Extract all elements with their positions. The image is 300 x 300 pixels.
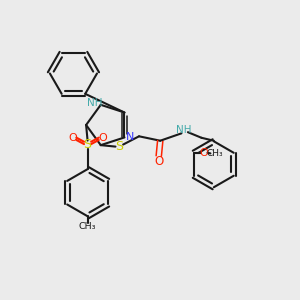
- Text: S: S: [115, 140, 123, 153]
- Text: S: S: [84, 138, 92, 151]
- Text: O: O: [154, 155, 164, 168]
- Text: O: O: [200, 148, 208, 158]
- Text: N: N: [126, 132, 134, 142]
- Text: O: O: [68, 133, 76, 143]
- Text: NH: NH: [86, 98, 102, 108]
- Text: CH₃: CH₃: [206, 149, 223, 158]
- Text: O: O: [98, 133, 107, 143]
- Text: NH: NH: [176, 125, 191, 135]
- Text: CH₃: CH₃: [79, 222, 96, 231]
